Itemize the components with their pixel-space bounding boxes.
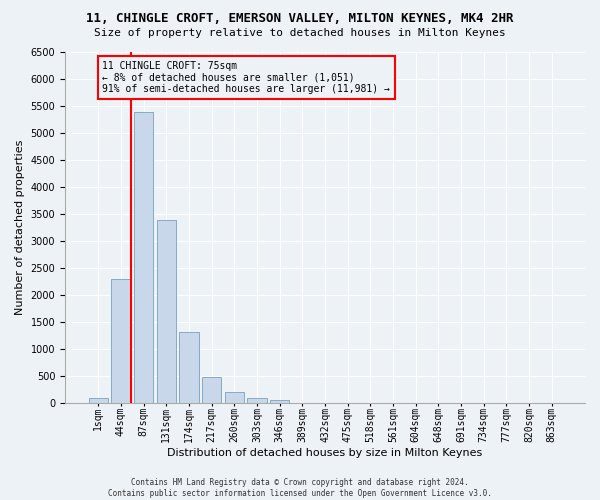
Bar (134, 112, 153, 403)
Bar (89, 398, 108, 402)
Text: Contains HM Land Registry data © Crown copyright and database right 2024.
Contai: Contains HM Land Registry data © Crown c… (108, 478, 492, 498)
Text: 11 CHINGLE CROFT: 75sqm
← 8% of detached houses are smaller (1,051)
91% of semi-: 11 CHINGLE CROFT: 75sqm ← 8% of detached… (103, 61, 390, 94)
Y-axis label: Number of detached properties: Number of detached properties (15, 140, 25, 314)
Bar (247, 398, 266, 402)
X-axis label: Distribution of detached houses by size in Milton Keynes: Distribution of detached houses by size … (167, 448, 482, 458)
Bar (112, 280, 131, 402)
Bar (224, 392, 244, 402)
Bar (157, 220, 176, 402)
Bar (202, 376, 221, 402)
Text: 11, CHINGLE CROFT, EMERSON VALLEY, MILTON KEYNES, MK4 2HR: 11, CHINGLE CROFT, EMERSON VALLEY, MILTO… (86, 12, 514, 26)
Bar (270, 400, 289, 402)
Text: Size of property relative to detached houses in Milton Keynes: Size of property relative to detached ho… (94, 28, 506, 38)
Bar (179, 332, 199, 402)
